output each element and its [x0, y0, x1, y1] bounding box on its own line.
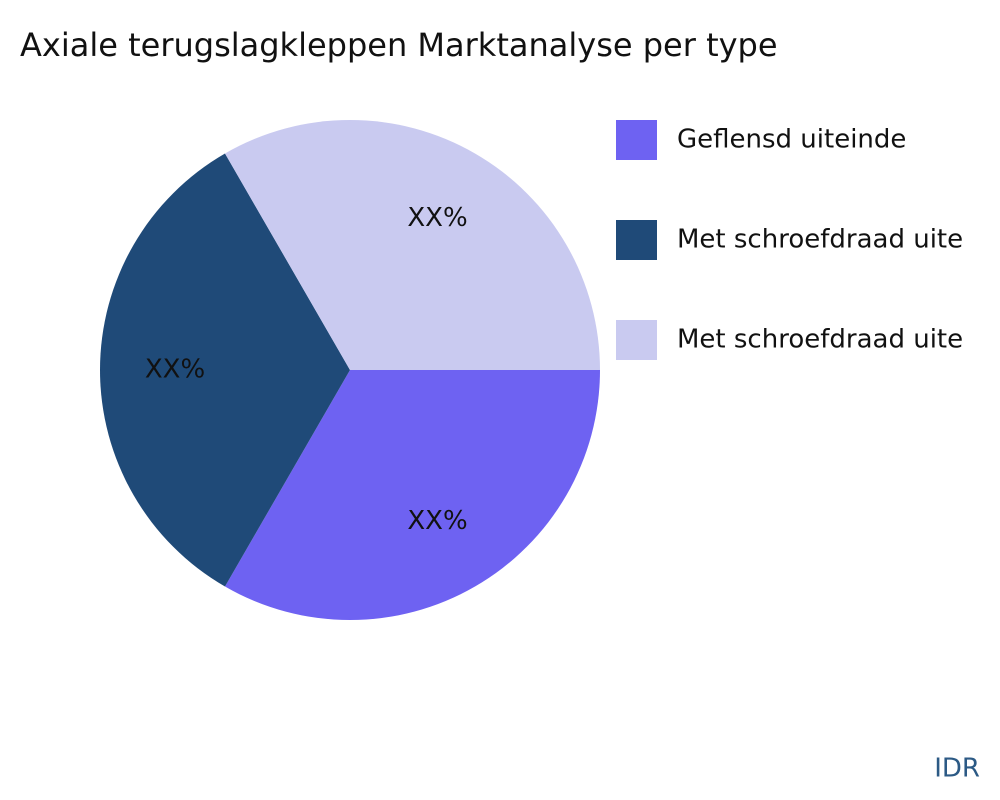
slice-label: XX% [407, 203, 467, 233]
source: IDR [934, 754, 980, 784]
slice-label: XX% [145, 355, 205, 385]
legend-label: Met schroefdraad uite [677, 225, 963, 255]
legend-swatch [616, 120, 657, 160]
pie-slice [225, 370, 600, 620]
chart-title: Axiale terugslagkleppen Marktanalyse per… [20, 26, 778, 64]
pie-slice [225, 119, 600, 370]
legend-label: Met schroefdraad uite [677, 325, 963, 355]
slice-label: XX% [407, 506, 467, 536]
legend-label: Geflensd uiteinde [677, 125, 906, 155]
legend-swatch [616, 320, 657, 360]
legend-swatch [616, 220, 657, 260]
